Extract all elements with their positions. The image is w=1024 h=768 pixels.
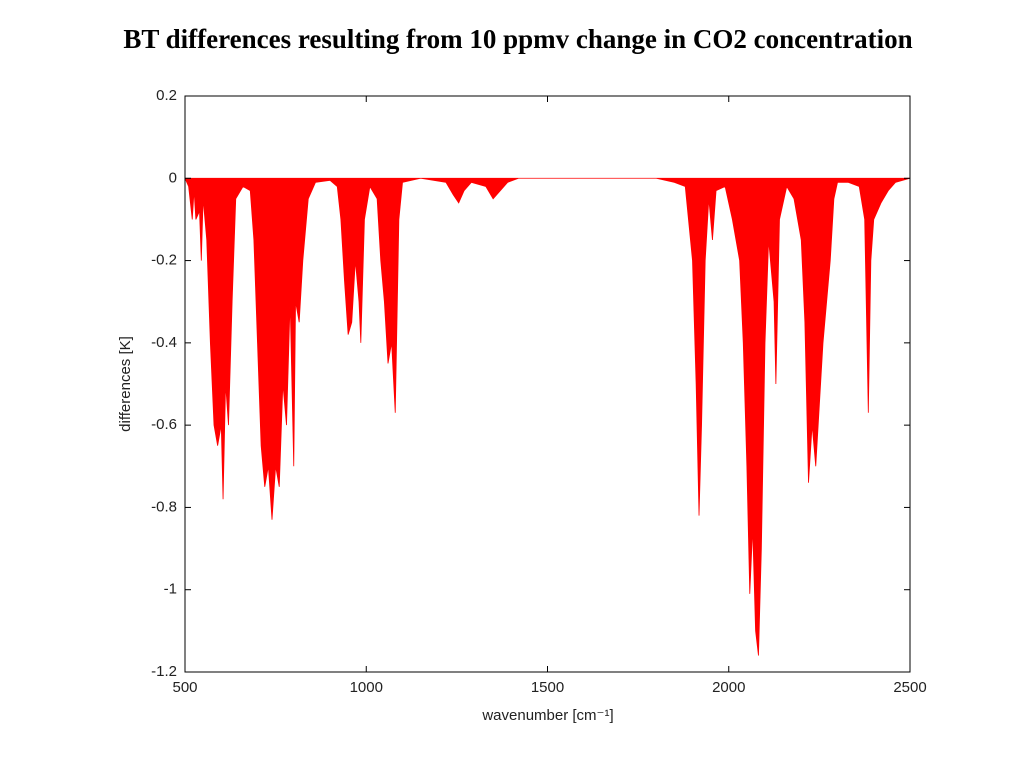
y-tick-label: -0.8 [151, 498, 177, 515]
y-axis-label: differences [K] [117, 336, 134, 432]
y-tick-label: 0.2 [156, 87, 177, 104]
x-tick-label: 500 [172, 679, 197, 696]
y-tick-label: 0 [169, 169, 177, 186]
y-tick-label: -1.2 [151, 663, 177, 680]
x-tick-label: 2500 [893, 679, 926, 696]
y-tick-label: -0.6 [151, 416, 177, 433]
x-tick-label: 1500 [531, 679, 564, 696]
y-tick-label: -1 [164, 581, 177, 598]
area [184, 177, 911, 656]
x-axis-label: wavenumber [cm⁻¹] [481, 707, 613, 724]
y-tick-label: -0.2 [151, 252, 177, 269]
x-tick-label: 1000 [350, 679, 383, 696]
y-tick-label: -0.4 [151, 334, 177, 351]
chart-title: BT differences resulting from 10 ppmv ch… [123, 24, 912, 54]
x-tick-label: 2000 [712, 679, 745, 696]
